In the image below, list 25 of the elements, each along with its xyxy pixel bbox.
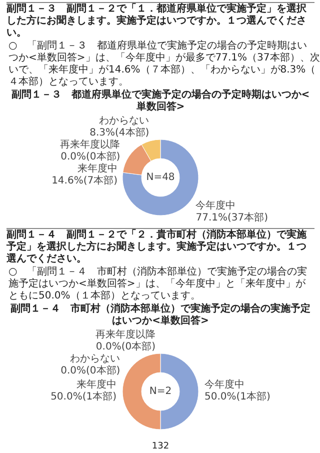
slice-label: 今年度中 [196,200,236,212]
category-label: わからない [70,354,120,364]
data-label: 14.6%(7本部) [52,174,118,186]
slice-label: 今年度中 [204,378,244,390]
data-label: 50.0%(1本部) [204,390,271,402]
slice-label: わからない [99,116,150,126]
text: 0.0%(0本部) [96,342,156,352]
chart-title: 副問１－４ 市町村（消防本部単位）で実施予定の場合の実施予定はいつか<単数回答> [10,302,310,326]
chart-title: 副問１－３ 都道府県単位で実施予定の場合の予定時期はいつか<単数回答> [11,88,310,112]
slice-label: 来年度中 [76,378,116,390]
text: 副問１－３ 副問１－２で「１．都道府県単位で実施予定」を選択した方にお聞きします。実施予定はいつですか。１つ選んでください。 [6,2,308,38]
text: N=2 [149,386,172,397]
text: 0.0%(0本部) [60,366,120,376]
category-label: 再来年度以降 [96,330,156,340]
data-label: 50.0%(1本部) [50,390,117,402]
data-label: 77.1%(37本部) [196,212,268,224]
text: 0.0%(0本部) [60,152,120,162]
text: ○ 「副問１－３ 都道府県単位で実施予定の場合の予定時期はいつか<単数回答>」は、「今年度中」が最多で77.1%（37本部）、次いで、「来年度中」が14.6%（７本部）、「わからない」が8.3%（４本部）となっています。 [8,40,320,88]
category-label: 再来年度以降 [60,140,120,150]
text: 132 [152,442,170,452]
data-label: 8.3%(4本部) [90,126,150,138]
text: ○ 「副問１－４ 市町村（消防本部単位）で実施予定の場合の実施予定はいつか<単数回答>」は、「今年度中」と「来年度中」がともに50.0%（１本部）となっています。 [8,266,308,302]
text: 副問１－４ 副問１－２で「２．貴市町村（消防本部単位）で実施予定」を選択した方にお聞きします。実施予定はいつですか。１つ選んでください。 [6,228,308,264]
text: N=48 [146,172,175,183]
slice-label: 来年度中 [78,162,118,174]
